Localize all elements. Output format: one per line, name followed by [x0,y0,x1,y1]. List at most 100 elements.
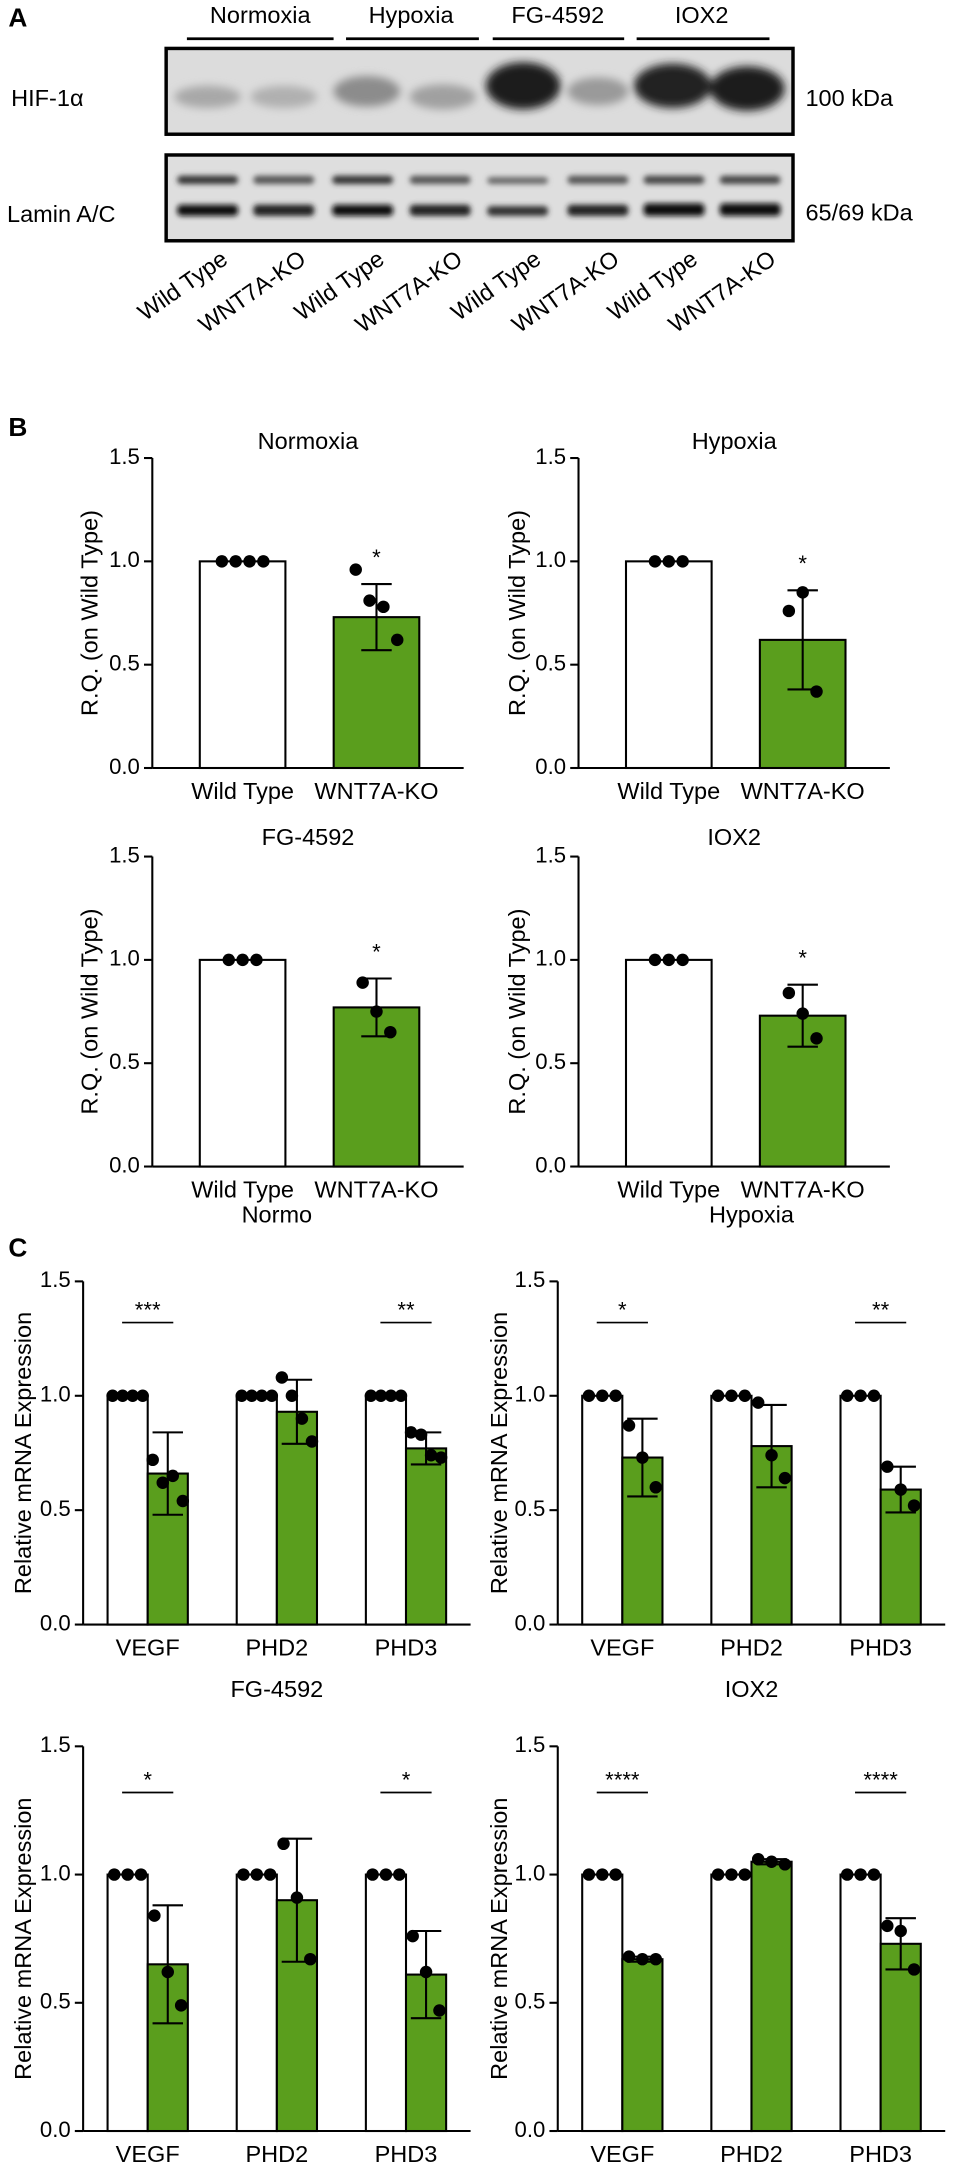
x-tick-label: Wild Type [617,778,720,804]
significance: *** [135,1297,161,1322]
data-point [156,1476,169,1489]
data-point [582,1868,596,1881]
y-tick-label: 0.5 [515,1496,546,1521]
blot-row-label: Lamin A/C [7,201,116,227]
y-tick-label: 0.0 [40,1610,71,1635]
data-point [434,1451,448,1464]
data-point [161,1965,174,1979]
data-point [229,555,242,568]
data-point [236,953,249,967]
chart-title: FG-4592 [230,1676,323,1702]
data-point [778,1471,792,1485]
data-point [662,953,676,967]
data-point [166,1469,180,1483]
data-point [867,1868,881,1881]
y-tick-label: 1.5 [515,1732,546,1757]
bar [198,560,287,770]
data-point [363,594,376,607]
data-point [374,1389,388,1403]
y-tick-label: 0.0 [109,754,140,779]
data-point [305,1435,319,1448]
data-point [356,976,369,989]
bar [839,1394,882,1626]
data-point [433,2004,446,2017]
x-tick-label: WNT7A-KO [314,1177,438,1203]
data-point [711,1868,725,1881]
y-tick-label: 0.0 [515,2117,546,2142]
bar [621,1958,664,2133]
data-point [222,953,235,967]
data-point [121,1868,134,1881]
bar [106,1394,149,1626]
data-point [778,1858,792,1871]
data-point [881,1460,894,1473]
data-point [349,563,362,576]
blot-size: 100 kDa [805,85,894,111]
y-tick-label: 0.5 [535,651,566,676]
data-point [725,1868,738,1881]
data-point [126,1389,139,1403]
bar [275,1410,319,1626]
data-point [810,1032,823,1045]
x-tick-label: WNT7A-KO [314,778,438,804]
y-tick-label: 1.5 [535,444,566,469]
y-axis-label: Relative mRNA Expression [486,1798,512,2080]
data-point [176,1494,190,1508]
data-point [907,1963,921,1976]
y-tick-label: 0.5 [535,1049,566,1074]
y-tick-label: 0.0 [40,2117,71,2142]
hif-bands [174,62,785,111]
data-point [738,1868,752,1881]
data-point [250,1868,264,1881]
data-point [649,1952,663,1966]
blot-size: 65/69 kDa [805,200,913,226]
y-tick-label: 0.5 [109,1049,140,1074]
blot-group: Hypoxia [369,2,455,28]
x-tick-label: VEGF [590,2141,654,2167]
y-tick-label: 0.0 [109,1152,140,1177]
y-tick-label: 1.0 [40,1860,71,1885]
data-point [384,1389,398,1403]
significance: * [618,1297,627,1322]
panel-label: A [8,2,27,32]
y-axis-label: Relative mRNA Expression [10,1798,36,2080]
data-point [725,1389,738,1403]
y-axis-label: Relative mRNA Expression [10,1312,36,1594]
x-tick-label: VEGF [590,1635,654,1661]
x-tick-label: PHD3 [849,2141,912,2167]
y-tick-label: 1.0 [535,547,566,572]
data-point [867,1389,881,1403]
bar [624,958,713,1168]
data-point [840,1868,854,1881]
y-tick-label: 1.0 [109,946,140,971]
y-tick-label: 1.5 [535,842,566,867]
data-point [265,1389,279,1403]
chart-title: FG-4592 [262,824,355,850]
bar [364,1394,408,1626]
x-tick-label: PHD2 [245,1635,308,1661]
y-axis-label: R.Q. (on Wild Type) [77,510,103,716]
y-axis-label: Relative mRNA Expression [486,1312,512,1594]
data-point [148,1909,161,1922]
significance: ** [397,1297,415,1322]
y-tick-label: 0.0 [515,1610,546,1635]
data-point [250,953,263,967]
data-point [751,1396,765,1409]
data-point [366,1868,379,1881]
bar [198,958,287,1168]
x-tick-label: Wild Type [617,1177,720,1203]
data-point [377,600,390,614]
data-point [765,1449,778,1462]
data-point [622,1950,636,1963]
data-point [393,1868,406,1881]
chart-title: IOX2 [725,1676,779,1702]
data-point [596,1868,609,1881]
x-tick-label: Wild Type [191,1177,294,1203]
y-tick-label: 1.0 [535,946,566,971]
data-point [676,953,689,967]
chart-title: Hypoxia [709,1202,795,1228]
significance: **** [605,1767,640,1792]
blot-row-label: HIF-1α [11,85,83,111]
data-point [810,685,823,698]
